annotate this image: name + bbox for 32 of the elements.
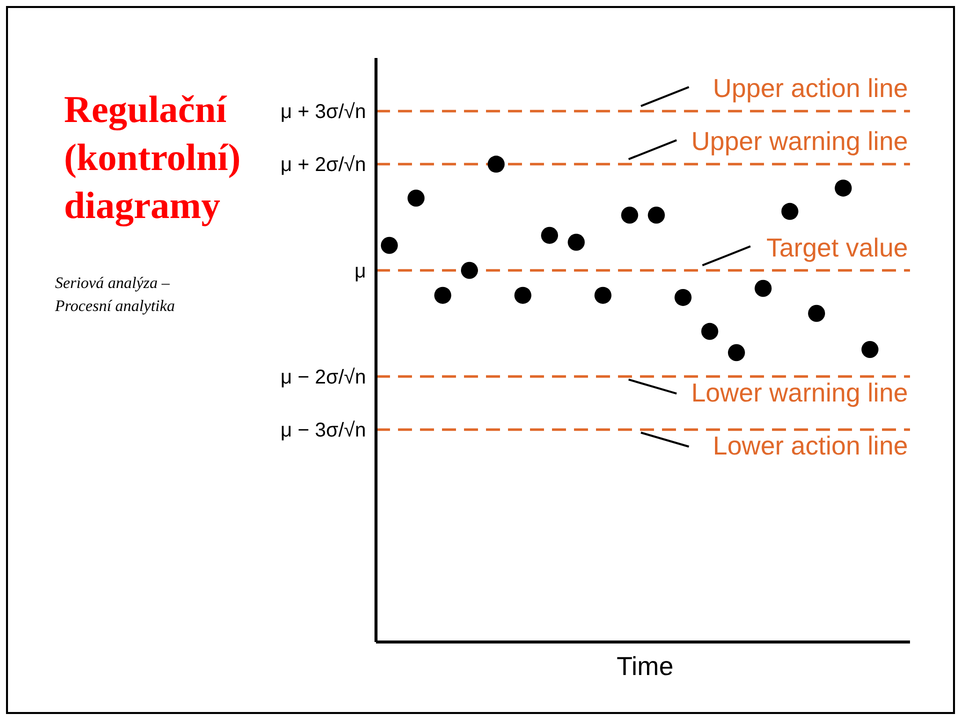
point bbox=[674, 288, 692, 306]
point bbox=[594, 286, 612, 304]
ref-line-label: Upper action line bbox=[712, 73, 908, 104]
ref-line-label: Lower warning line bbox=[691, 378, 908, 408]
point bbox=[648, 206, 665, 224]
text: Regulační (kontrolní) diagramy bbox=[64, 89, 241, 227]
ref-line-label: Target value bbox=[766, 232, 908, 262]
y-tick-label: μ − 2σ/√n bbox=[280, 366, 366, 389]
point bbox=[380, 236, 398, 254]
point bbox=[781, 202, 798, 220]
point bbox=[408, 190, 425, 207]
point bbox=[701, 322, 718, 340]
y-tick-label: μ + 2σ/√n bbox=[280, 154, 366, 176]
point bbox=[488, 156, 505, 173]
point bbox=[541, 226, 558, 244]
text: Seriová analýza – Procesní analytika bbox=[54, 275, 175, 315]
point bbox=[621, 206, 638, 224]
point bbox=[568, 234, 585, 251]
point bbox=[514, 286, 532, 304]
point bbox=[728, 344, 745, 362]
point bbox=[460, 262, 478, 279]
ref-line-label: Upper warning line bbox=[691, 126, 908, 156]
x-axis-title: Time bbox=[616, 651, 674, 681]
point bbox=[861, 340, 878, 358]
y-tick-label: μ − 3σ/√n bbox=[280, 420, 366, 442]
point bbox=[754, 280, 772, 297]
y-tick-label: μ + 3σ/√n bbox=[280, 101, 366, 124]
ref-line-label: Lower action line bbox=[712, 430, 908, 461]
point bbox=[834, 180, 852, 197]
point bbox=[808, 304, 826, 322]
point bbox=[434, 286, 452, 304]
y-tick-label: μ bbox=[354, 260, 366, 282]
